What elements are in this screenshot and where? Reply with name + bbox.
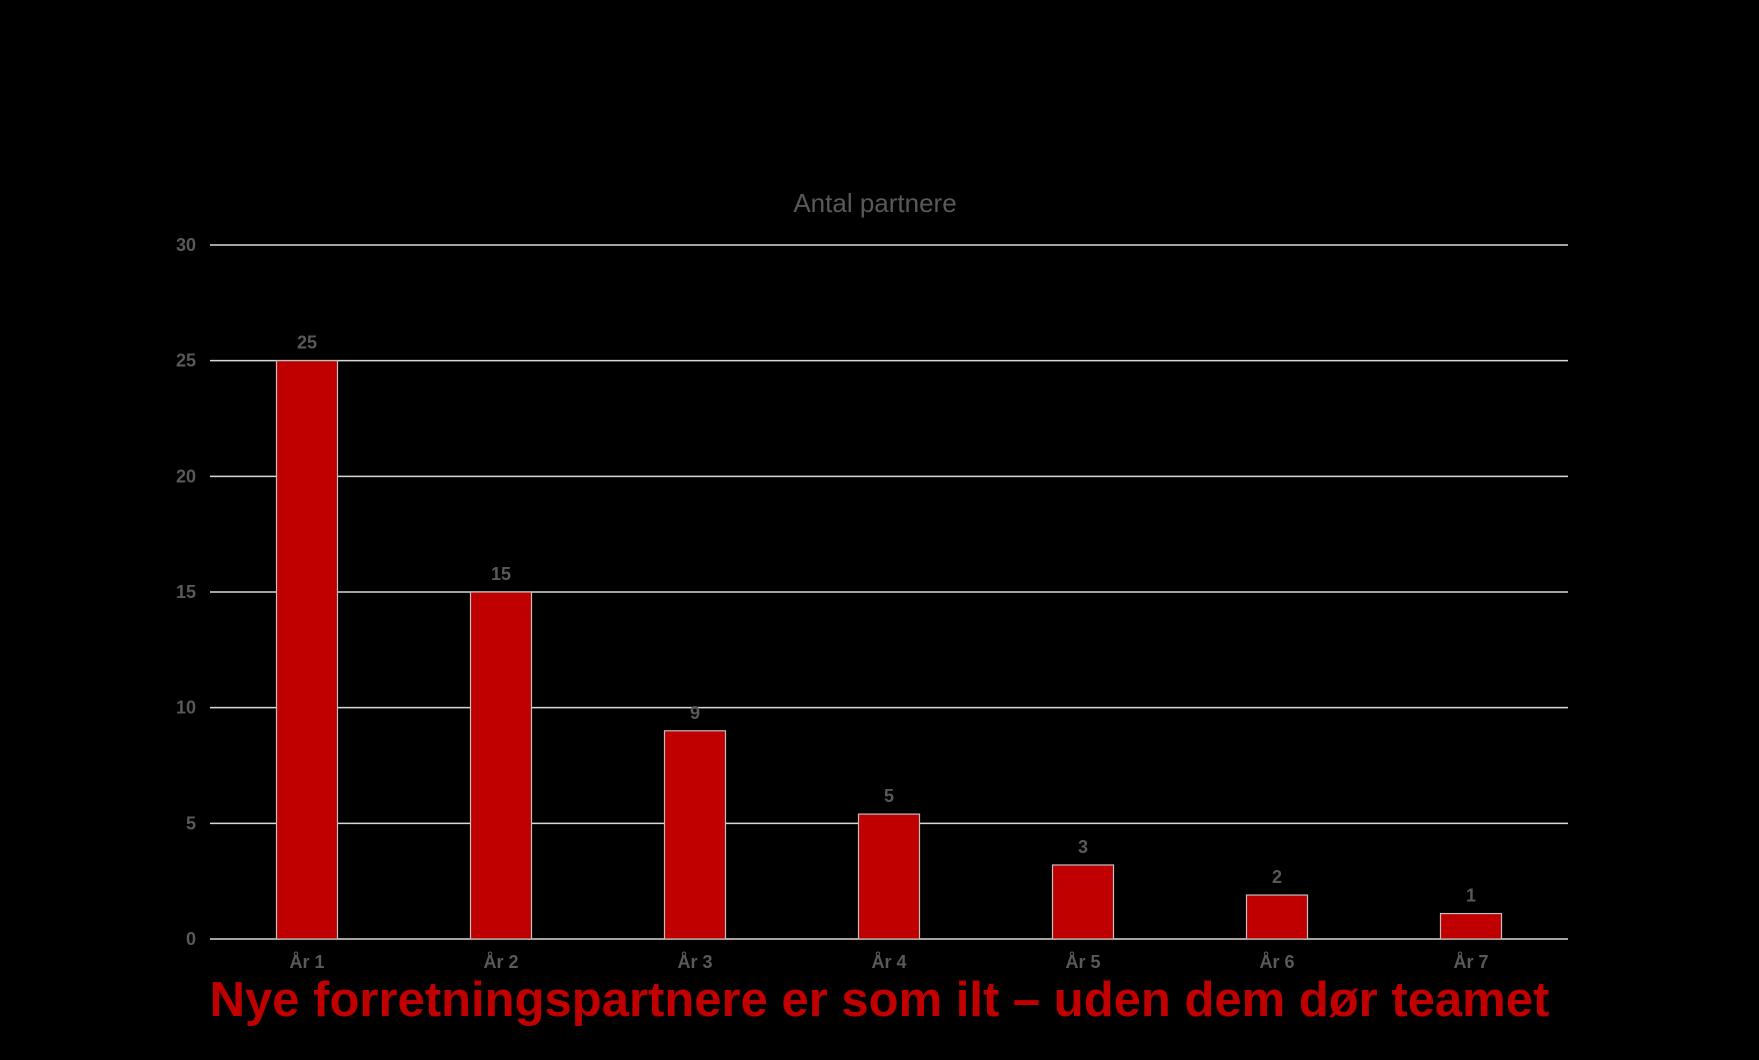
x-axis-tick-labels: År 1 År 2 År 3 År 4 År 5 År 6 År 7 (289, 952, 1488, 972)
data-label: 5 (884, 786, 894, 806)
bar (275, 360, 339, 940)
x-tick-label: År 1 (289, 952, 324, 972)
data-label: 3 (1078, 837, 1088, 857)
x-tick-label: År 2 (483, 952, 518, 972)
bar (857, 813, 921, 940)
y-axis-tick-labels: 0 5 10 15 20 25 30 (176, 235, 196, 949)
y-tick-label: 10 (176, 698, 196, 718)
x-tick-label: År 6 (1259, 952, 1294, 972)
x-tick-label: År 3 (677, 952, 712, 972)
y-tick-label: 0 (186, 929, 196, 949)
y-tick-label: 15 (176, 582, 196, 602)
y-tick-label: 20 (176, 466, 196, 486)
data-labels: 25 15 9 5 3 2 1 (297, 333, 1476, 906)
bar (1439, 912, 1503, 940)
bar (469, 591, 533, 940)
data-label: 15 (491, 564, 511, 584)
y-tick-label: 30 (176, 235, 196, 255)
chart-title: Antal partnere (793, 188, 956, 218)
bar (1051, 864, 1115, 940)
data-label: 2 (1272, 867, 1282, 887)
slide-caption: Nye forretningspartnere er som ilt – ude… (209, 973, 1550, 1027)
x-tick-label: År 7 (1453, 952, 1488, 972)
data-label: 9 (690, 703, 700, 723)
y-tick-label: 25 (176, 351, 196, 371)
gridlines (210, 244, 1568, 940)
y-tick-label: 5 (186, 813, 196, 833)
x-tick-label: År 5 (1065, 952, 1100, 972)
bars (275, 360, 1503, 940)
x-tick-label: År 4 (871, 952, 906, 972)
bar (1245, 894, 1309, 940)
data-label: 1 (1466, 886, 1476, 906)
data-label: 25 (297, 333, 317, 353)
bar (663, 730, 727, 940)
